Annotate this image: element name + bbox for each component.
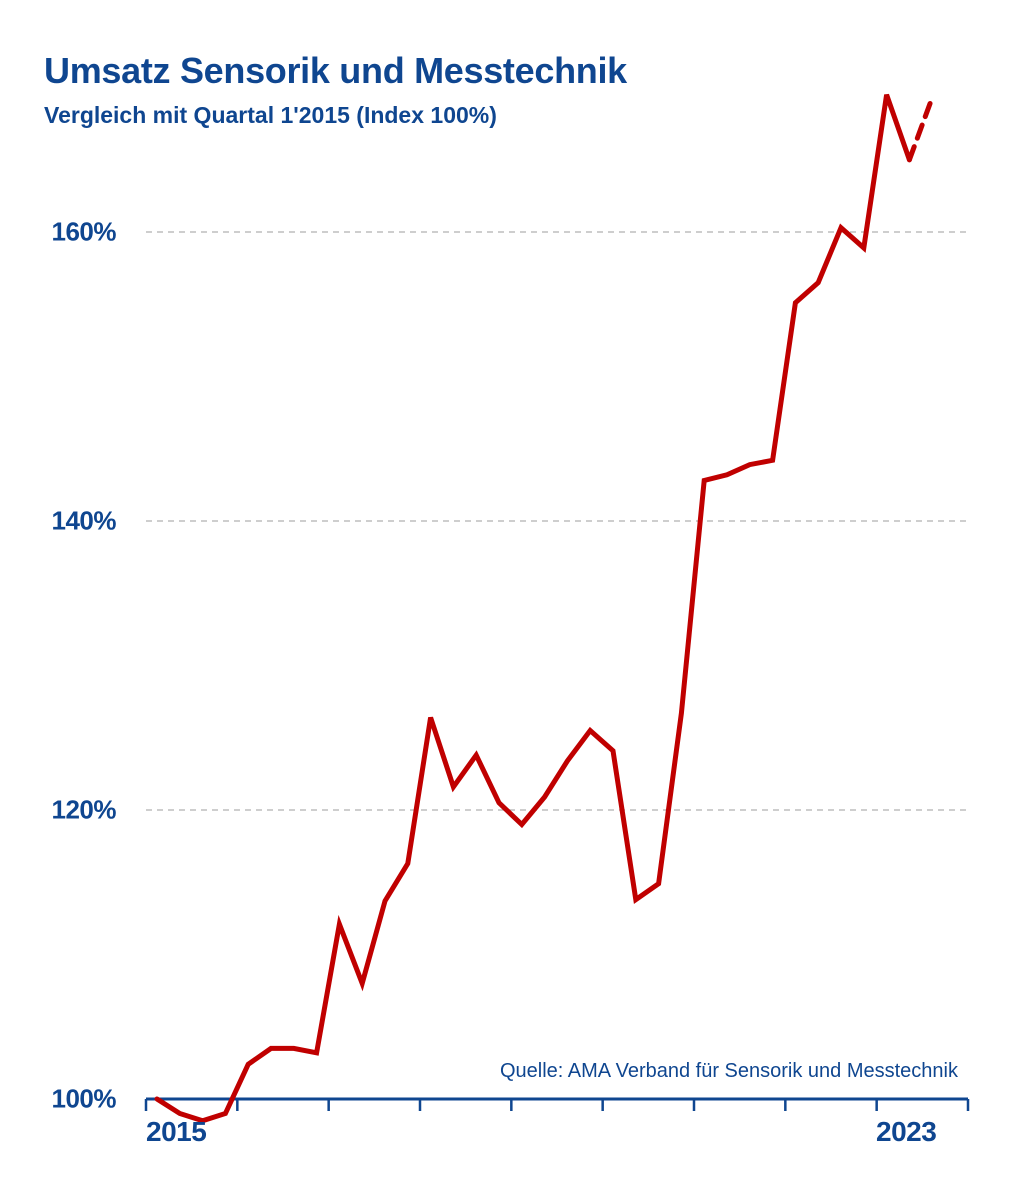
y-tick-label: 160% xyxy=(51,216,117,247)
y-tick-label: 100% xyxy=(51,1083,117,1114)
forecast-dashed-line xyxy=(906,95,935,163)
gridlines xyxy=(146,231,968,811)
x-label-end: 2023 xyxy=(876,1116,937,1147)
revenue-index-line xyxy=(154,93,912,1124)
y-tick-label: 140% xyxy=(51,505,117,536)
x-label-start: 2015 xyxy=(146,1116,207,1147)
x-axis xyxy=(144,1097,970,1111)
chart-subtitle: Vergleich mit Quartal 1'2015 (Index 100%… xyxy=(44,102,497,128)
y-tick-label: 120% xyxy=(51,794,117,825)
source-note: Quelle: AMA Verband für Sensorik und Mes… xyxy=(499,1060,958,1082)
chart-title: Umsatz Sensorik und Messtechnik xyxy=(44,50,627,91)
